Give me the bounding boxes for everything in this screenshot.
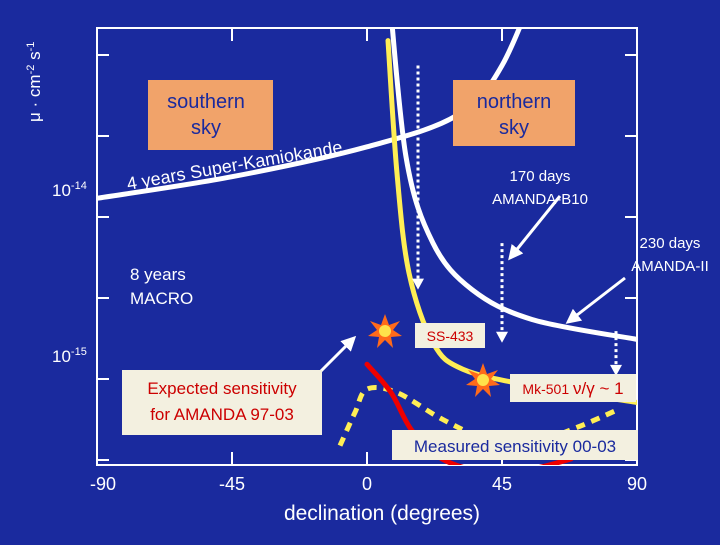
y-axis-label: μ · cm-2 s-1 bbox=[25, 42, 44, 122]
measured-sensitivity-box: Measured sensitivity 00-03 bbox=[392, 430, 638, 460]
b10-label-2: AMANDA-B10 bbox=[492, 191, 588, 208]
drop-arrow-head bbox=[412, 278, 424, 290]
ss433-box: SS-433 bbox=[415, 323, 485, 348]
northern-sky-label-2: sky bbox=[499, 117, 529, 139]
drop-arrow-head bbox=[610, 364, 622, 376]
southern-sky-label-1: southern bbox=[167, 91, 245, 113]
curve-superk bbox=[97, 28, 523, 201]
northern-sky-label-1: northern bbox=[477, 91, 552, 113]
mk501-box: Mk-501 ν/γ ~ 1 bbox=[510, 374, 636, 402]
southern-sky-label-2: sky bbox=[191, 117, 221, 139]
mk501-star bbox=[466, 363, 500, 397]
x-tick-label: -45 bbox=[219, 474, 245, 494]
expected-sensitivity-box: Expected sensitivity for AMANDA 97-03 bbox=[122, 370, 322, 435]
ss433-label: SS-433 bbox=[427, 328, 474, 344]
ss433-star bbox=[368, 314, 402, 348]
curve-b10 bbox=[389, 28, 637, 342]
amanda2-label-2: AMANDA-II bbox=[631, 258, 709, 275]
x-tick-label: 0 bbox=[362, 474, 372, 494]
macro-label-2: MACRO bbox=[130, 289, 193, 308]
expected-label-2: for AMANDA 97-03 bbox=[150, 405, 294, 424]
measured-label: Measured sensitivity 00-03 bbox=[414, 437, 616, 456]
b10-label-1: 170 days bbox=[510, 168, 571, 185]
amanda2-label-1: 230 days bbox=[640, 235, 701, 252]
northern-sky-box: northern sky bbox=[453, 80, 575, 146]
drop-arrow-head bbox=[496, 331, 508, 343]
southern-sky-box: southern sky bbox=[148, 80, 273, 150]
x-axis-label: declination (degrees) bbox=[284, 502, 480, 525]
x-tick-label: -90 bbox=[90, 474, 116, 494]
y-tick-label-1e-14: 10-14 bbox=[52, 180, 87, 200]
drop-arrows bbox=[412, 65, 622, 376]
x-tick-label: 45 bbox=[492, 474, 512, 494]
mk501-label: Mk-501 ν/γ ~ 1 bbox=[522, 379, 623, 398]
x-tick-label: 90 bbox=[627, 474, 647, 494]
macro-label-1: 8 years bbox=[130, 265, 186, 284]
y-tick-label-1e-15: 10-15 bbox=[52, 346, 87, 366]
expected-label-1: Expected sensitivity bbox=[147, 379, 297, 398]
x-tick-labels: -90 -45 0 45 90 bbox=[90, 474, 647, 494]
